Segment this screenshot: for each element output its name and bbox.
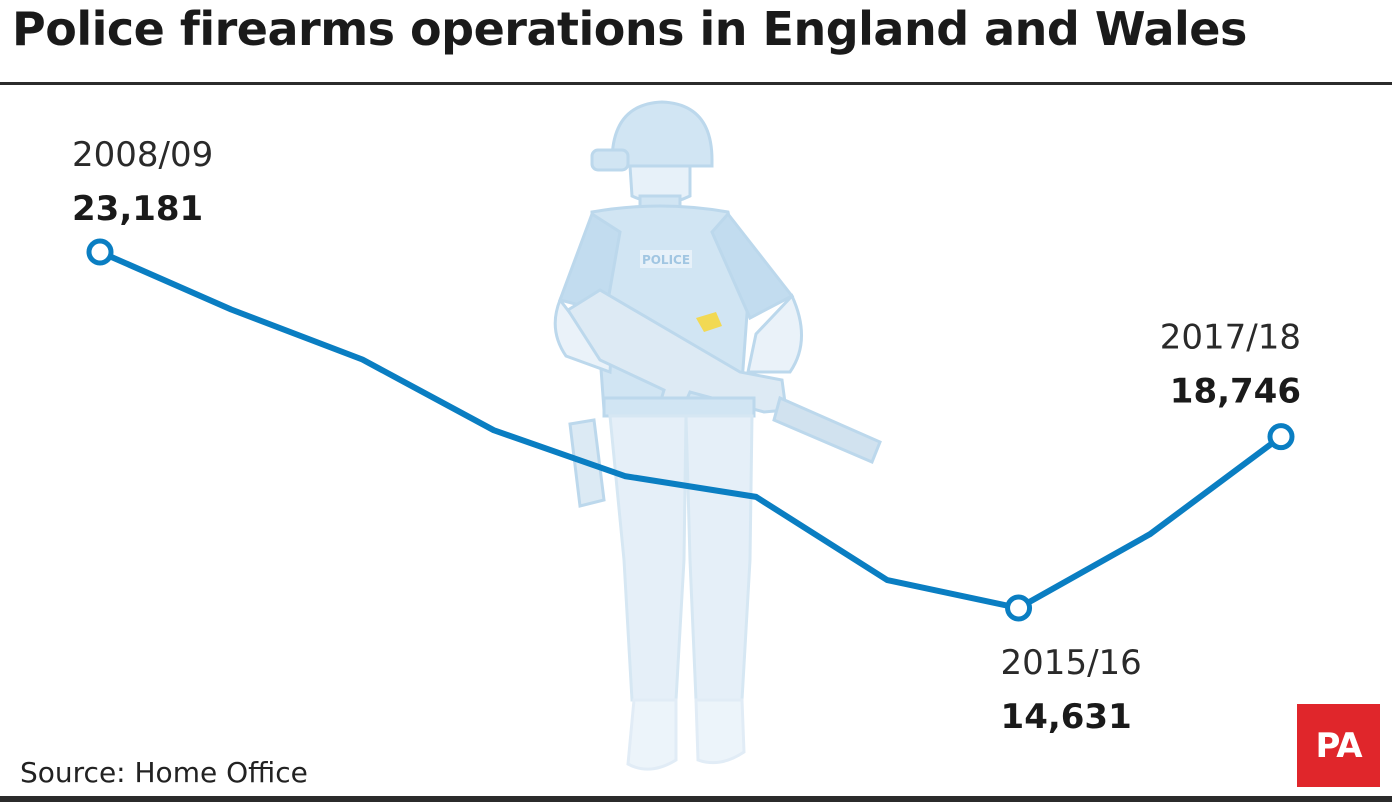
point-label-year: 2017/18	[1160, 318, 1301, 358]
point-label-year: 2008/09	[72, 135, 213, 175]
data-point-marker	[1267, 423, 1295, 451]
point-label-value: 23,181	[72, 189, 203, 229]
pa-logo: PA	[1297, 704, 1380, 787]
svg-text:POLICE: POLICE	[642, 253, 690, 267]
title-divider	[0, 82, 1392, 85]
armed-police-officer-illustration: POLICE	[553, 100, 882, 771]
point-label-value: 14,631	[1001, 697, 1132, 737]
series-line	[97, 249, 1284, 611]
bottom-divider	[0, 796, 1392, 802]
data-point-marker	[1005, 594, 1033, 622]
point-label-year: 2015/16	[1001, 643, 1142, 683]
chart-title: Police firearms operations in England an…	[12, 2, 1247, 56]
source-note: Source: Home Office	[20, 756, 308, 789]
point-label-value: 18,746	[1170, 372, 1301, 412]
data-point-marker	[86, 238, 114, 266]
